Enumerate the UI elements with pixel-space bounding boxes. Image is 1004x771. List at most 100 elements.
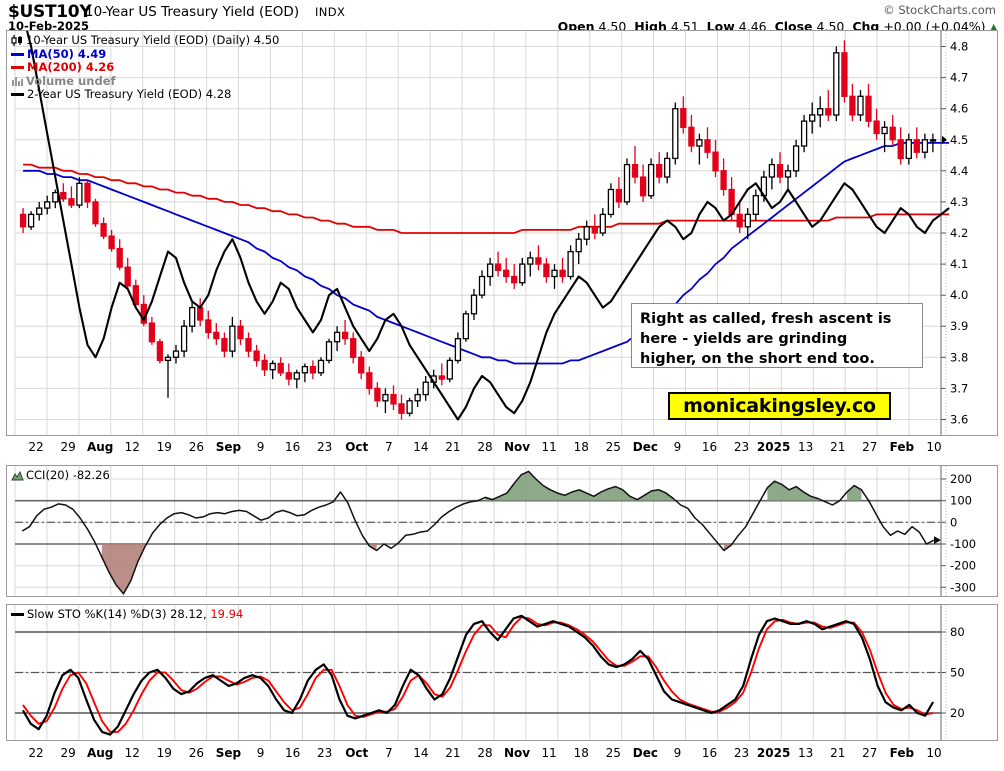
chart-header: $UST10Y 10-Year US Treasury Yield (EOD) …: [0, 0, 1004, 34]
x-tick-label: Aug: [86, 746, 114, 760]
stochastic-legend: Slow STO %K(14) %D(3) 28.12, 19.94: [11, 607, 244, 622]
annotation-textbox: Right as called, fresh ascent is here - …: [631, 303, 923, 368]
y-tick-label: 4.5: [950, 133, 968, 147]
price-legend-label: 10-Year US Treasury Yield (EOD) (Daily) …: [26, 33, 280, 47]
x-tick-label: 25: [605, 440, 621, 454]
y-tick-label: 3.7: [950, 381, 968, 395]
x-tick-label: 26: [188, 440, 205, 454]
x-tick-label: 12: [124, 440, 140, 454]
x-tick-label: 23: [733, 746, 750, 760]
x-tick-label: 19: [156, 440, 172, 454]
x-tick-label: Oct: [345, 746, 369, 760]
y-tick-label: 3.6: [950, 413, 968, 427]
cci-legend-label: CCI(20) -82.26: [26, 468, 110, 482]
ma200-line: [23, 163, 950, 234]
cci-negative-fill: [101, 544, 732, 594]
x-tick-label: 21: [830, 746, 846, 760]
x-tick-label: 9: [673, 746, 682, 760]
stochastic-panel[interactable]: 80 50 20 Slow STO %K(14) %D(3) 28.12, 19.9…: [6, 604, 998, 741]
x-tick-label: 18: [573, 746, 589, 760]
candlestick-icon: [11, 35, 24, 47]
symbol-description: 10-Year US Treasury Yield (EOD): [85, 4, 300, 20]
price-panel[interactable]: 3.6 3.7 3.8 3.9 4.0 4.1 4.2 4.3 4.4 4.5 4.6 4.7 4.8 …: [6, 30, 998, 436]
x-tick-label: 9: [673, 440, 682, 454]
x-tick-label: Sep: [215, 746, 242, 760]
cci-last-marker: [934, 536, 941, 545]
price-legend-row: Volume undef: [11, 73, 279, 89]
x-tick-label: 11: [541, 440, 557, 454]
price-legend-label: Volume undef: [26, 73, 116, 88]
x-tick-label: 27: [862, 746, 878, 760]
x-tick-label: Dec: [632, 746, 658, 760]
x-tick-label: 2025: [756, 440, 791, 454]
y-tick-label: 4.6: [950, 102, 968, 116]
y-tick-label: -200: [950, 559, 976, 573]
line-swatch-icon: [11, 93, 24, 97]
stochastic-k-line: [21, 614, 935, 736]
x-tick-label: 16: [701, 440, 718, 454]
x-tick-label: 26: [188, 746, 205, 760]
x-tick-label: Nov: [504, 746, 531, 760]
x-tick-label: 11: [541, 746, 557, 760]
x-tick-label: 13: [798, 440, 814, 454]
y-tick-label: 4.3: [950, 195, 968, 209]
y-tick-label: 3.9: [950, 319, 968, 333]
annotation-line-1: Right as called, fresh ascent is: [640, 311, 892, 327]
x-tick-label: 23: [733, 440, 750, 454]
x-tick-label: 28: [477, 746, 493, 760]
price-legend-row: 2-Year US Treasury Yield (EOD) 4.28: [11, 87, 279, 102]
price-legend-row: 10-Year US Treasury Yield (EOD) (Daily) …: [11, 33, 280, 48]
x-tick-label: 16: [284, 746, 301, 760]
symbol-exchange: INDX: [315, 5, 346, 19]
x-tick-label: 22: [28, 746, 44, 760]
x-tick-label: Oct: [345, 440, 369, 454]
y-tick-label: 0: [950, 515, 957, 529]
line-swatch-icon: [11, 52, 24, 56]
y-tick-label: 4.7: [950, 71, 968, 85]
x-tick-label: 14: [413, 746, 429, 760]
symbol-ticker: $UST10Y: [8, 2, 92, 22]
x-tick-label: 13: [798, 746, 814, 760]
y-tick-label: 4.1: [950, 257, 968, 271]
y-tick-label: -300: [950, 580, 976, 594]
x-tick-label: 10: [926, 440, 942, 454]
cci-positive-fill: [340, 471, 862, 501]
x-tick-label: 10: [926, 746, 942, 760]
x-tick-label: Nov: [504, 440, 531, 454]
y-tick-label: 50: [950, 666, 965, 680]
annotation-line-3: higher, on the short end too.: [640, 351, 875, 367]
chart-date: 10-Feb-2025: [8, 19, 89, 33]
cci-panel[interactable]: 200 100 0 -100 -200 -300 CCI(20) -82.26: [6, 465, 998, 597]
price-legend-row: MA(50) 4.49: [11, 46, 279, 62]
price-legend: 10-Year US Treasury Yield (EOD) (Daily) …: [11, 33, 280, 102]
x-tick-label: 21: [445, 440, 461, 454]
y-tick-label: 4.0: [950, 288, 968, 302]
x-tick-label: 9: [256, 746, 265, 760]
stochastic-x-axis: 22 29 Aug 12 19 26 Sep 9 16 23 Oct 7 14 21 28 Nov 11 18 25…: [6, 746, 998, 766]
x-tick-label: 16: [284, 440, 301, 454]
stockcharts-brand: © StockCharts.com: [883, 3, 996, 17]
watermark-brand[interactable]: monicakingsley.co: [668, 392, 891, 420]
x-tick-label: 27: [862, 440, 878, 454]
x-tick-label: 9: [256, 440, 265, 454]
x-tick-label: 25: [605, 746, 621, 760]
y-tick-label: 3.8: [950, 350, 968, 364]
y-tick-label: -100: [950, 537, 976, 551]
price-legend-label: 2-Year US Treasury Yield (EOD) 4.28: [27, 87, 232, 101]
y-tick-label: 4.8: [950, 40, 968, 54]
x-tick-label: Sep: [215, 440, 242, 454]
annotation-line-2: here - yields are grinding: [640, 331, 848, 347]
price-x-axis: 22 29 Aug 12 19 26 Sep 9 16 23 Oct 7 14 21 28 Nov 11 18 25…: [6, 440, 998, 460]
candlestick-series: [19, 40, 937, 420]
x-tick-label: 16: [701, 746, 718, 760]
y-tick-label: 100: [950, 494, 972, 508]
y-tick-label: 20: [950, 706, 965, 720]
x-tick-label: 29: [60, 440, 76, 454]
stochastic-d-value: 19.94: [210, 607, 244, 621]
x-tick-label: 14: [413, 440, 429, 454]
x-tick-label: 23: [317, 746, 333, 760]
two-year-yield-line: [26, 31, 950, 421]
price-legend-label: MA(200) 4.26: [27, 60, 115, 74]
price-legend-label: MA(50) 4.49: [27, 46, 107, 61]
y-tick-label: 200: [950, 472, 972, 486]
